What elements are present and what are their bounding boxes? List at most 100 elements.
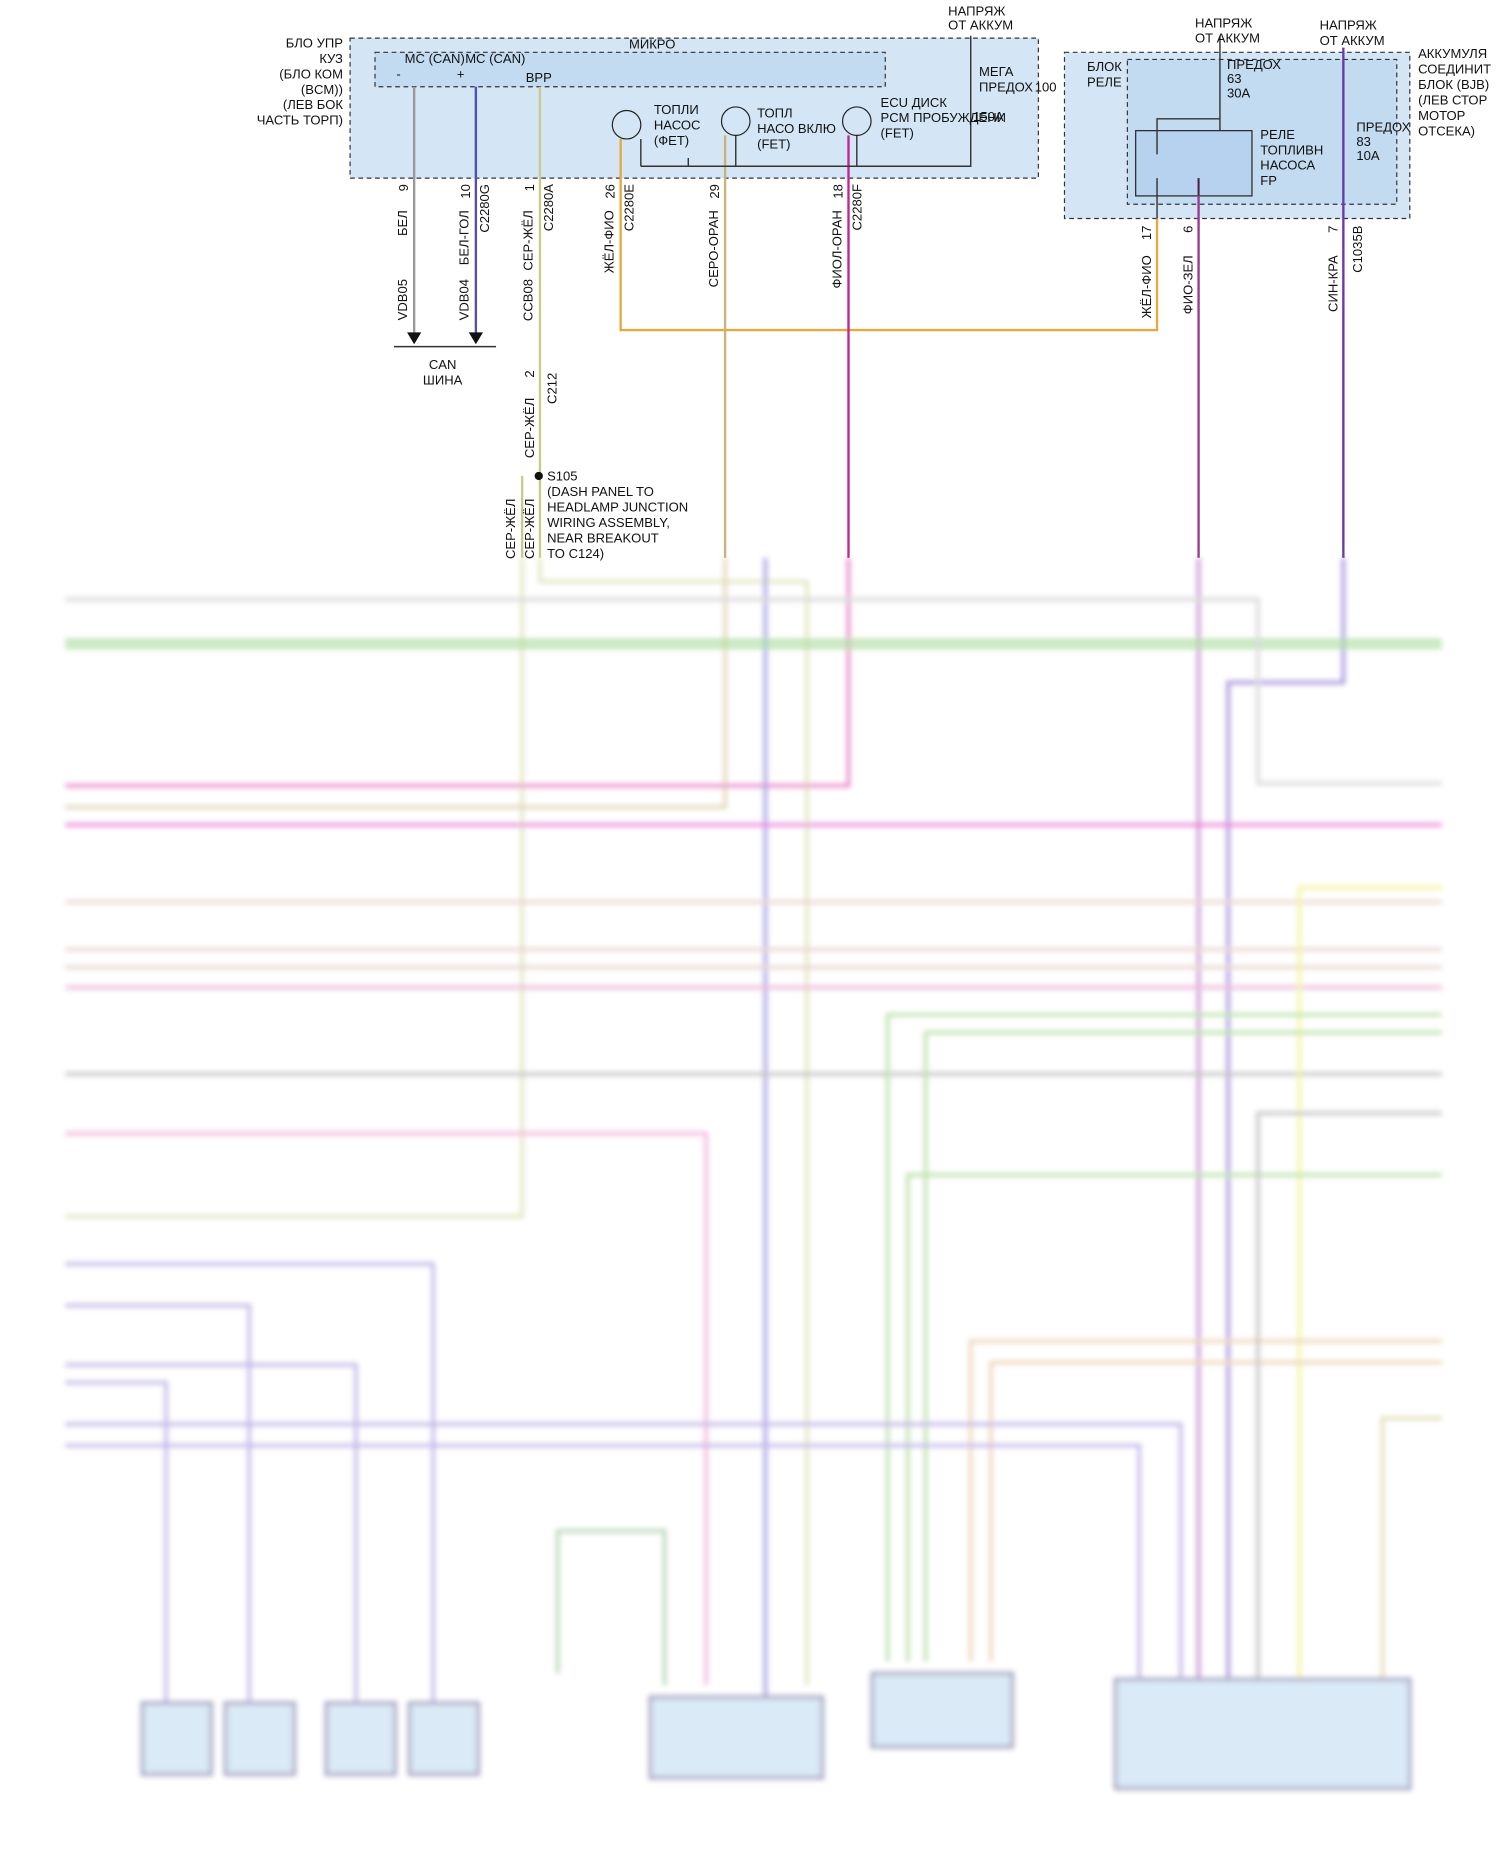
label: 2	[522, 370, 537, 377]
pin-number: 18	[830, 184, 845, 199]
fet	[720, 106, 751, 136]
splice-dot	[534, 471, 543, 481]
label: 83	[1356, 134, 1371, 149]
label: 30A	[1227, 85, 1251, 100]
pin-number: 26	[603, 184, 618, 199]
label: НАСО ВКЛЮ	[757, 121, 836, 136]
label: ТОПЛ	[757, 105, 792, 120]
pin-number: 10	[458, 184, 473, 199]
wire-color: БЕЛ-ГОЛ	[457, 210, 472, 265]
label: S105	[547, 469, 577, 484]
label: 150A	[973, 109, 1004, 124]
circuit: VDB05	[395, 279, 410, 320]
label: 6	[1181, 226, 1196, 233]
arrow	[407, 332, 483, 345]
blurred-lower-diagram	[65, 557, 1442, 1791]
label: СЕР-ЖЁЛ	[522, 499, 537, 560]
label: BPP	[526, 70, 552, 85]
label: ФИО-ЗЕЛ	[1181, 255, 1196, 314]
label: (БЛО КОМ	[279, 66, 343, 81]
label: ОТ АККУМ	[948, 18, 1013, 33]
label: (ФЕТ)	[654, 133, 689, 148]
wire	[619, 138, 1159, 332]
label: СОЕДИНИТ	[1418, 62, 1491, 77]
label: 63	[1227, 71, 1242, 86]
label: РЕЛЕ	[1087, 75, 1122, 90]
label: CAN	[429, 357, 457, 372]
internal-wire	[1156, 35, 1221, 219]
label: +	[457, 66, 465, 81]
label: БЛОК (BJB)	[1418, 77, 1489, 92]
relay-box	[1135, 130, 1253, 197]
label: ШИНА	[423, 373, 463, 388]
label: (DASH PANEL TO	[547, 484, 654, 499]
label: 17	[1139, 226, 1154, 241]
label: МС (CAN)	[465, 51, 525, 66]
label: FP	[1260, 173, 1277, 188]
label: ЖЁЛ-ФИО	[1139, 255, 1154, 318]
label: ПРЕДОХ	[1356, 120, 1410, 135]
internal-wire	[640, 35, 972, 167]
label: 10A	[1356, 148, 1380, 163]
label: ТОПЛИВН	[1260, 142, 1323, 157]
connector: C2280A	[541, 184, 556, 231]
label: -	[396, 66, 400, 81]
connector: C2280G	[477, 184, 492, 233]
label: СИН-КРА	[1325, 255, 1340, 312]
label: ОТСЕКА)	[1418, 123, 1475, 138]
label: (FET)	[881, 126, 914, 141]
wire-color: БЕЛ	[395, 210, 410, 236]
fet	[611, 109, 642, 140]
label: МС (CAN)	[405, 51, 465, 66]
label: (ЛЕВ БОК	[283, 97, 343, 112]
label: NEAR BREAKOUT	[547, 530, 659, 545]
label: HEADLAMP JUNCTION	[547, 499, 688, 514]
label: ECU ДИСК	[881, 95, 948, 110]
label: 100	[1035, 79, 1057, 94]
label: C1035B	[1350, 225, 1365, 272]
label: СЕР-ЖЁЛ	[522, 398, 537, 459]
label: МОТОР	[1418, 108, 1466, 123]
label: НАПРЯЖ	[948, 3, 1005, 18]
label: ПРЕДОХ	[1227, 57, 1281, 72]
label: РЕЛЕ	[1260, 127, 1295, 142]
label: МЕГА	[979, 64, 1014, 79]
label: ЧАСТЬ ТОРП)	[257, 113, 343, 128]
wire-color: СЕР-ЖЁЛ	[521, 210, 536, 271]
pin-number: 29	[707, 184, 722, 199]
label: НАСОСА	[1260, 158, 1315, 173]
label: КУЗ	[319, 51, 343, 66]
circuit: VDB04	[457, 279, 472, 320]
label: 7	[1325, 226, 1340, 233]
micro-box	[374, 51, 886, 88]
connector: C2280F	[849, 184, 864, 230]
circuit: CCB08	[521, 279, 536, 321]
wire	[520, 86, 542, 558]
label: ОТ АККУМ	[1320, 33, 1385, 48]
label: БЛОК	[1087, 59, 1122, 74]
label: СЕР-ЖЁЛ	[503, 499, 518, 560]
label: ТОПЛИ	[654, 102, 699, 117]
label: ОТ АККУМ	[1195, 31, 1260, 46]
label: TO C124)	[547, 546, 604, 561]
wire-color: СЕРО-ОРАН	[706, 210, 721, 287]
connector: C2280E	[622, 184, 637, 231]
wire-color: ФИОЛ-ОРАН	[829, 210, 844, 288]
wires	[393, 35, 1345, 558]
pin-number: 1	[522, 184, 537, 191]
wire-color: ЖЁЛ-ФИО	[601, 210, 616, 273]
label: WIRING ASSEMBLY,	[547, 515, 670, 530]
label: МИКРО	[629, 37, 675, 52]
fet	[841, 106, 872, 136]
label: C212	[544, 373, 559, 404]
label: (BCM))	[301, 82, 343, 97]
pin-number: 9	[396, 184, 411, 191]
label: НАСОС	[654, 117, 701, 132]
label: ПРЕДОХ	[979, 79, 1033, 94]
label: PCM ПРОБУЖДЕНИ	[881, 110, 1007, 125]
label: (FET)	[757, 136, 790, 151]
label: БЛО УПР	[286, 35, 344, 50]
label: (ЛЕВ СТОР	[1418, 92, 1487, 107]
label: АККУМУЛЯ	[1418, 46, 1487, 61]
